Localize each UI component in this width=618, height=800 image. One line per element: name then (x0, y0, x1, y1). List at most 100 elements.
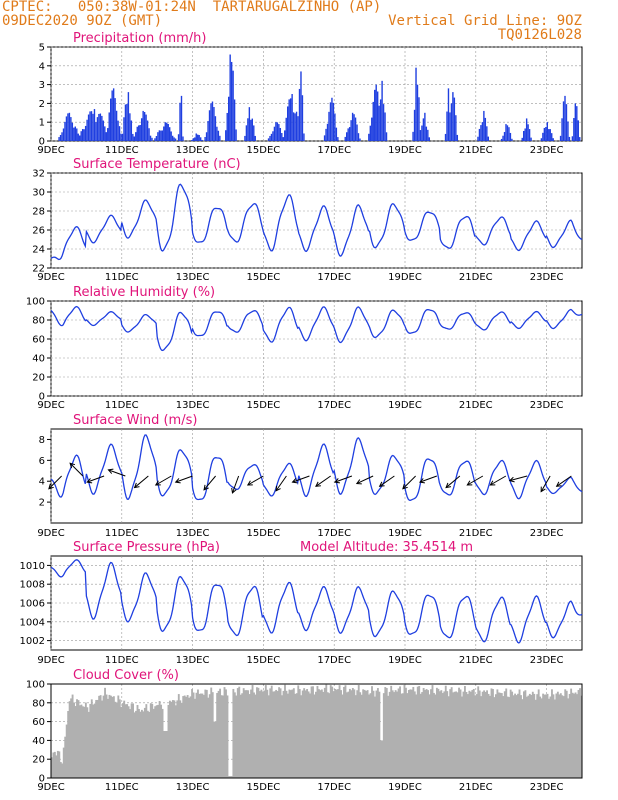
cloud-bar (433, 692, 435, 778)
cloud-bar (540, 698, 543, 778)
cloud-bar (533, 693, 536, 778)
precip-bar (427, 129, 429, 141)
cloud-bar (406, 693, 409, 778)
wind-arrow-head (174, 478, 181, 484)
precip-bar (574, 103, 577, 141)
wind-arrow (48, 475, 62, 490)
cloud-bar (564, 689, 567, 778)
cloud-bar (67, 710, 70, 778)
cloud-bar (372, 690, 375, 778)
precip-bar (573, 118, 575, 141)
precip-bar (154, 138, 156, 141)
cloud-bar (434, 694, 437, 778)
precip-bar (331, 97, 333, 141)
wind-arrow (419, 475, 438, 483)
cloud-bar (222, 695, 224, 778)
cloud-bar (167, 704, 170, 778)
cloud-bar (182, 696, 185, 778)
cloud-bar (86, 707, 89, 778)
precip-bar (214, 116, 217, 141)
cloud-bar (225, 689, 227, 778)
cloud-bar (447, 696, 450, 778)
cloud-bar (356, 690, 359, 778)
panel-frame (50, 300, 583, 397)
cloud-bar (207, 697, 210, 778)
wind-arrow (292, 475, 310, 483)
precip-bar (384, 112, 386, 141)
y-tick-label: 60 (32, 335, 45, 346)
cloud-bar (530, 694, 533, 778)
wind-arrow-head (418, 478, 425, 484)
cloud-bar (326, 692, 329, 778)
cloud-bar (52, 752, 55, 778)
cloud-bar (455, 691, 458, 778)
cloud-bar (297, 685, 300, 778)
cloud-bar (260, 689, 263, 778)
cloud-bar (509, 689, 512, 778)
y-tick-label: 1 (39, 118, 45, 129)
cloud-bar (254, 694, 257, 778)
cloud-bar (490, 688, 493, 778)
precip-bar (98, 113, 100, 141)
precip-bar (483, 110, 485, 141)
cloud-bar (577, 689, 580, 778)
x-tick-label: 17DEC (317, 400, 351, 411)
cloud-bar (363, 689, 366, 778)
precip-bar (158, 130, 161, 141)
cloud-bar (233, 692, 236, 778)
precip-bar (81, 129, 84, 141)
cloud-bar (382, 693, 385, 778)
precip-bar (337, 137, 339, 141)
precip-bar (561, 118, 563, 141)
cloud-bar (53, 751, 56, 778)
wind-arrow-head (203, 484, 209, 491)
x-tick-label: 19DEC (388, 782, 422, 793)
cloud-bar (427, 690, 429, 778)
precip-bar (295, 111, 298, 141)
precip-bar (543, 127, 546, 141)
cloud-bar (413, 691, 416, 778)
precip-bar (446, 111, 448, 141)
wind-arrow (87, 475, 105, 483)
x-tick-label: 13DEC (176, 655, 210, 666)
precip-bar (65, 116, 68, 141)
precip-bar (182, 136, 184, 141)
x-tick-label: 11DEC (105, 655, 139, 666)
y-tick-label: 1002 (20, 636, 45, 647)
precip-bar (344, 136, 346, 141)
cloud-bar (360, 694, 363, 778)
cloud-bar (514, 693, 517, 778)
cloud-bar (405, 687, 407, 778)
precip-bar (251, 118, 254, 141)
wind-arrow (275, 475, 287, 492)
cloud-bar (226, 695, 229, 778)
precip-bar (140, 118, 143, 141)
cloud-bar (245, 690, 248, 778)
x-tick-label: 23DEC (530, 400, 564, 411)
precip-bar (157, 132, 159, 141)
x-tick-label: 9DEC (37, 272, 64, 283)
precip-bar (247, 118, 249, 141)
cloud-bar (369, 693, 372, 778)
cloud-bar (551, 689, 553, 778)
y-tick-label: 2 (39, 498, 45, 509)
cloud-bar (179, 700, 182, 778)
cloud-bar (543, 694, 546, 778)
cloud-bar (198, 693, 201, 778)
cloud-bar (269, 688, 272, 778)
precip-bar (166, 122, 168, 141)
wind-arrow-head (315, 481, 321, 487)
wind-arrow-head (489, 480, 496, 486)
cloud-bar (486, 690, 488, 778)
cloud-bar (204, 689, 207, 778)
cloud-bar (108, 694, 111, 778)
cloud-bar (472, 688, 475, 778)
cloud-bar (568, 693, 571, 778)
cloud-bar (435, 687, 438, 778)
precip-bar (530, 137, 532, 141)
cloud-bar (133, 712, 136, 778)
precip-bar (67, 113, 69, 141)
cloud-bar (393, 692, 396, 778)
cloud-bar (73, 702, 75, 778)
cloud-bar (344, 685, 347, 778)
